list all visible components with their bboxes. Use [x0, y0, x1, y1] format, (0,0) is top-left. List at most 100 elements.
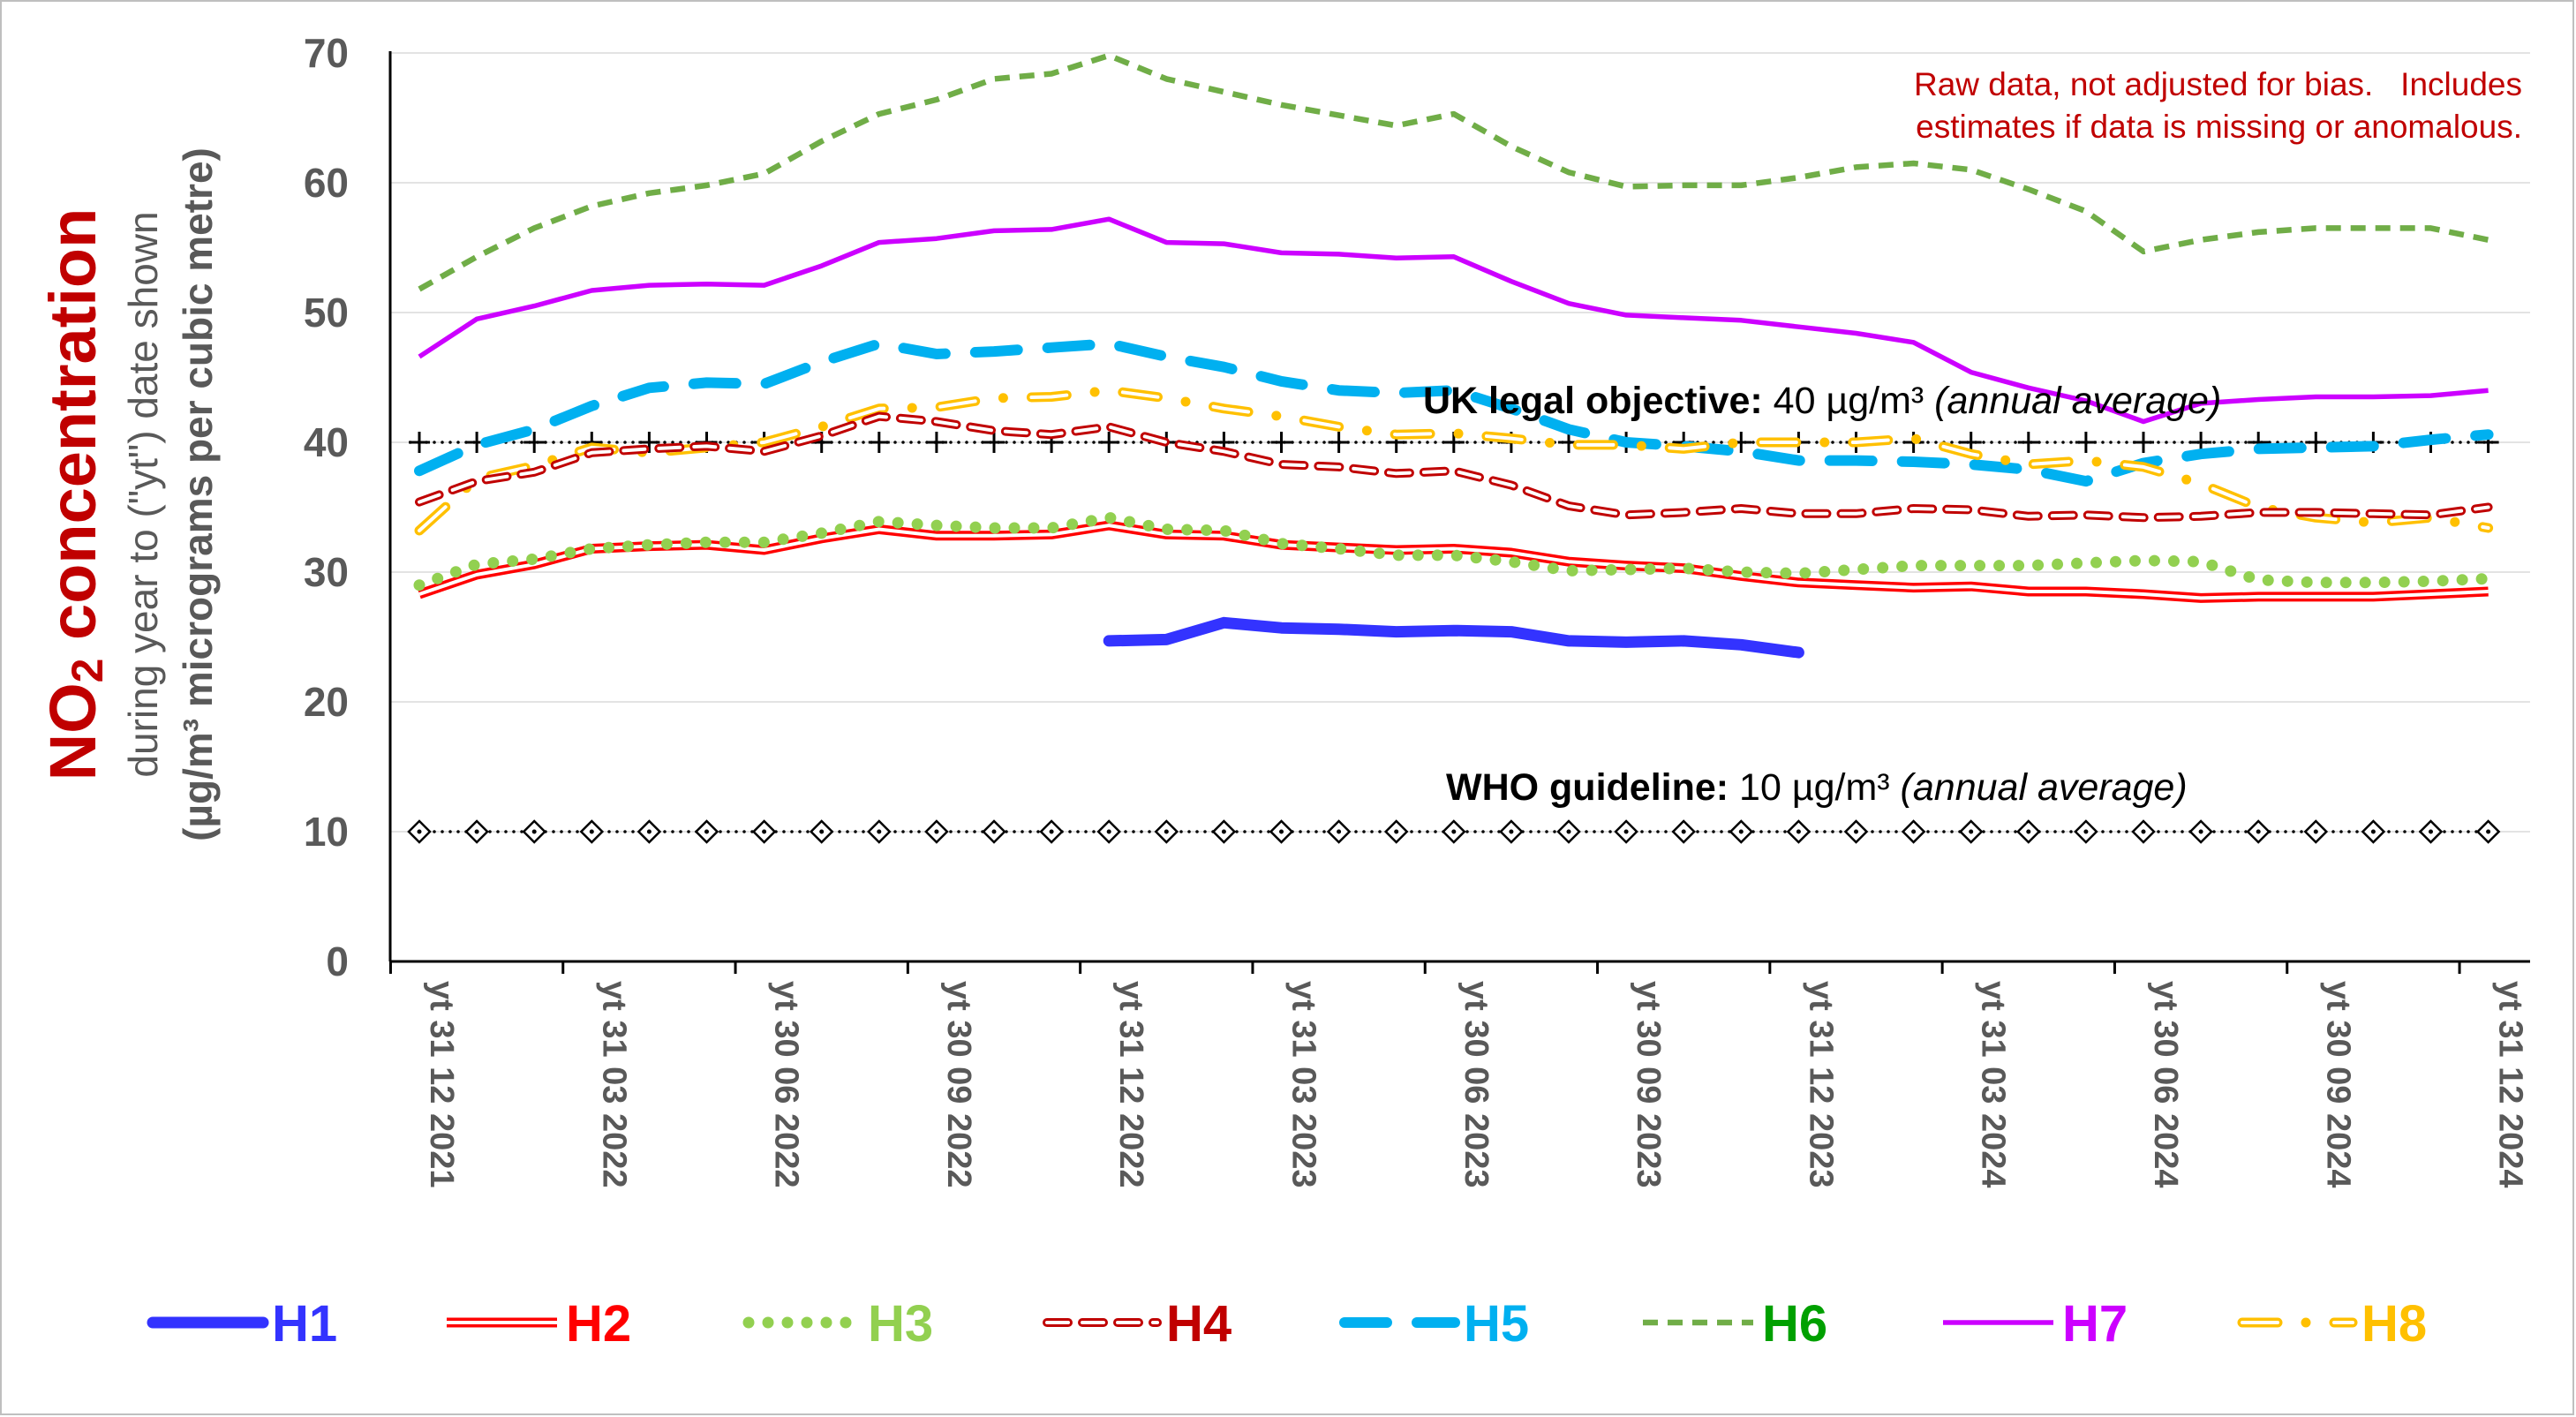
series-lines	[413, 52, 2495, 659]
data-note-line1: Raw data, not adjusted for bias. Include…	[1914, 66, 2522, 102]
x-tick-label: yt 31 12 2024	[2492, 981, 2529, 1188]
x-tick-label: yt 30 09 2022	[940, 981, 977, 1188]
diamond-marker-dot	[1049, 829, 1054, 834]
y-tick-label: 40	[304, 419, 349, 465]
diamond-marker-dot	[417, 829, 422, 834]
diamond-marker-dot	[991, 829, 997, 834]
y-title-line2: during year to ("yt") date shown	[120, 211, 166, 777]
diamond-marker-dot	[646, 829, 652, 834]
series-line-h8-inner	[418, 388, 2490, 532]
legend: H1 H2 H3 H4 H5 H6 H7 H8	[147, 1295, 2427, 1353]
diamond-marker-dot	[1394, 829, 1399, 834]
series-line-h7	[418, 216, 2489, 425]
diamond-marker-dot	[1796, 829, 1801, 834]
x-tick-label: yt 30 09 2024	[2319, 981, 2356, 1188]
diamond-marker-dot	[2313, 829, 2318, 834]
legend-label-h6: H6	[1762, 1295, 1827, 1353]
legend-item-h2: H2	[447, 1295, 631, 1353]
legend-label-h8: H8	[2361, 1295, 2427, 1353]
y-tick-label: 10	[304, 809, 349, 855]
plus-marker	[983, 432, 1005, 453]
y-tick-label: 50	[304, 290, 349, 335]
series-h4	[415, 411, 2493, 523]
axes: 0 10 20 30 40 50 60 70 yt 31 12 2021 yt 31 03 202…	[304, 30, 2530, 1188]
diamond-marker-dot	[531, 829, 537, 834]
diamond-marker-dot	[704, 829, 709, 834]
x-tick-label: yt 31 03 2023	[1285, 981, 1322, 1188]
diamond-marker-dot	[2370, 829, 2376, 834]
diamond-marker-dot	[2198, 829, 2203, 834]
legend-label-h4: H4	[1166, 1295, 1232, 1353]
reference-lines	[407, 432, 2501, 844]
legend-label-h1: H1	[272, 1295, 337, 1353]
series-h8	[414, 385, 2494, 536]
plus-marker	[2075, 432, 2097, 453]
series-line-h6	[418, 52, 2489, 292]
plus-marker	[868, 432, 890, 453]
diamond-marker-dot	[877, 829, 882, 834]
legend-item-h5: H5	[1339, 1295, 1529, 1353]
plus-marker	[638, 432, 660, 453]
series-line-h4-inner	[418, 414, 2490, 520]
plus-marker	[409, 432, 430, 453]
plus-marker	[1098, 432, 1120, 453]
x-tick-label: yt 30 06 2024	[2147, 981, 2184, 1188]
plus-marker	[925, 432, 947, 453]
x-tick-label: yt 31 12 2023	[1802, 981, 1839, 1188]
diamond-marker-dot	[2141, 829, 2146, 834]
diamond-marker-dot	[1911, 829, 1917, 834]
series-h7	[418, 216, 2489, 425]
series-h2	[418, 520, 2489, 603]
diamond-marker-dot	[2486, 829, 2491, 834]
y-tick-label: 70	[304, 30, 349, 76]
plus-marker	[2133, 432, 2154, 453]
diamond-marker-dot	[934, 829, 939, 834]
x-tick-label: yt 31 03 2024	[1975, 981, 2012, 1188]
diamond-marker-dot	[2256, 829, 2261, 834]
diamond-marker-dot	[1566, 829, 1571, 834]
diamond-marker-dot	[2026, 829, 2031, 834]
diamond-marker-dot	[762, 829, 767, 834]
legend-item-h1: H1	[147, 1295, 337, 1353]
diamond-marker-dot	[1106, 829, 1111, 834]
diamond-marker-dot	[474, 829, 479, 834]
plus-marker	[523, 432, 546, 453]
series-line-h3	[413, 511, 2495, 592]
y-tick-label: 20	[304, 679, 349, 725]
x-tick-label: yt 30 06 2022	[768, 981, 805, 1188]
diamond-marker-dot	[1681, 829, 1686, 834]
gridlines	[390, 52, 2530, 833]
y-title-main: NO2 concentration	[36, 208, 112, 781]
who-guideline-label: WHO guideline: 10 µg/m³ (annual average)	[1446, 766, 2188, 809]
y-title-line3: (µg/m³ micrograms per cubic metre)	[175, 147, 221, 841]
diamond-marker-dot	[2083, 829, 2089, 834]
plus-marker	[2017, 432, 2039, 453]
uk-objective-label: UK legal objective: 40 µg/m³ (annual ave…	[1423, 380, 2221, 422]
diamond-marker-dot	[819, 829, 825, 834]
x-tick-label: yt 31 12 2022	[1112, 981, 1149, 1188]
y-axis-title: NO2 concentration during year to ("yt") …	[36, 147, 221, 841]
y-tick-label: 30	[304, 549, 349, 595]
series-line-h1	[1103, 616, 1804, 659]
legend-item-h8: H8	[2237, 1295, 2427, 1353]
plus-marker	[1270, 432, 1292, 453]
diamond-marker-dot	[1164, 829, 1169, 834]
diamond-marker-dot	[1738, 829, 1744, 834]
diamond-marker-dot	[1337, 829, 1342, 834]
series-h6	[418, 52, 2489, 292]
legend-label-h7: H7	[2062, 1295, 2128, 1353]
diamond-marker-dot	[2429, 829, 2433, 834]
diamond-marker-dot	[1279, 829, 1284, 834]
diamond-marker-dot	[1451, 829, 1457, 834]
diamond-marker-dot	[1509, 829, 1514, 834]
legend-item-h6: H6	[1643, 1295, 1827, 1353]
diamond-marker-dot	[589, 829, 594, 834]
legend-label-h5: H5	[1464, 1295, 1529, 1353]
diamond-marker-dot	[1969, 829, 1974, 834]
plus-marker	[1328, 432, 1350, 453]
diamond-marker-dot	[1623, 829, 1629, 834]
legend-item-h7: H7	[1943, 1295, 2128, 1353]
plus-marker	[2305, 432, 2327, 453]
